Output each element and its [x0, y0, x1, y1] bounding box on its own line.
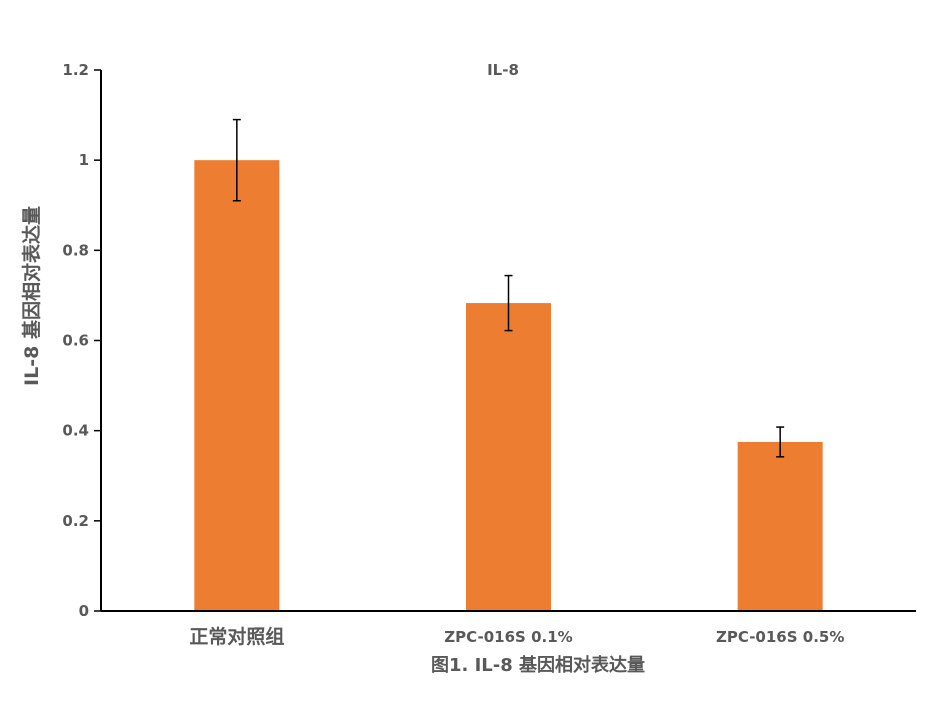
bar	[194, 160, 280, 611]
bar	[466, 303, 551, 611]
figure-caption: 图1. IL-8 基因相对表达量	[431, 654, 645, 676]
x-category-label: ZPC-016S 0.5%	[716, 628, 844, 646]
y-tick-label: 0.6	[62, 332, 89, 350]
y-axis-label: IL-8 基因相对表达量	[20, 206, 43, 386]
y-tick-label: 0.4	[62, 422, 89, 440]
y-tick-label: 1	[79, 151, 89, 169]
y-axis-ticks: 0 0.2 0.4 0.6 0.8 1 1.2	[62, 61, 101, 620]
y-tick-label: 0.8	[62, 241, 89, 259]
chart-title: IL-8	[487, 61, 519, 79]
x-axis-categories: 正常对照组 ZPC-016S 0.1% ZPC-016S 0.5%	[189, 625, 844, 648]
error-bars-group	[232, 118, 785, 458]
y-tick-label: 0	[79, 602, 89, 620]
y-tick-label: 0.2	[62, 512, 89, 530]
x-category-label: 正常对照组	[189, 625, 284, 648]
bar	[737, 441, 823, 611]
y-tick-label: 1.2	[62, 61, 89, 79]
x-category-label: ZPC-016S 0.1%	[444, 628, 572, 646]
bars-group	[194, 160, 823, 611]
